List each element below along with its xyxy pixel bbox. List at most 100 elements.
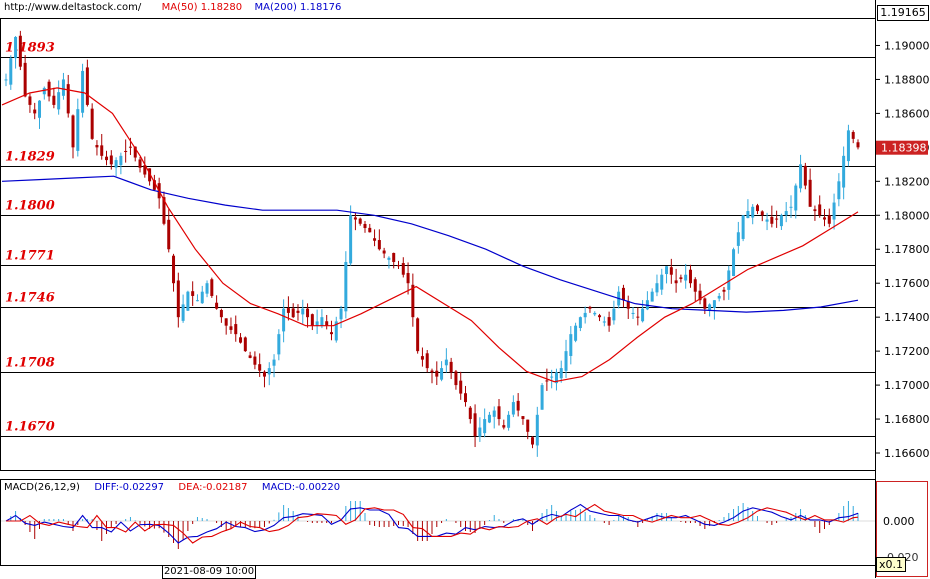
- candle-body: [679, 277, 683, 279]
- candle-body: [81, 70, 85, 113]
- candle-body: [636, 316, 640, 318]
- candle-body: [420, 356, 424, 360]
- source-url[interactable]: http://www.deltastock.com/: [4, 2, 142, 13]
- candle-body: [167, 219, 171, 250]
- candle-body: [396, 264, 400, 267]
- candle-body: [751, 206, 755, 218]
- ma200-label: MA(200): [254, 2, 297, 13]
- candle-body: [444, 359, 448, 366]
- candle-body: [626, 301, 630, 309]
- candle-body: [277, 334, 281, 355]
- candle-body: [789, 206, 793, 208]
- candle-body: [291, 308, 295, 318]
- candle-body: [665, 266, 669, 275]
- ma50-line: [1, 87, 859, 383]
- macd-title: MACD(26,12,9): [4, 482, 80, 493]
- price-panel-frame: [0, 18, 876, 471]
- candle-body: [186, 291, 190, 311]
- candle-body: [349, 215, 353, 264]
- candle-body: [712, 300, 716, 308]
- candle-body: [33, 109, 37, 114]
- candle-body: [641, 308, 645, 322]
- candle-body: [688, 269, 692, 284]
- candle-body: [655, 283, 659, 293]
- candle-body: [832, 202, 836, 220]
- cursor-date-label: 2021-08-09 10:00: [162, 565, 256, 579]
- ma200-line: [1, 175, 859, 313]
- candle-body: [435, 370, 439, 377]
- candle-body: [473, 413, 477, 437]
- y-tick-label: 1.17400: [884, 311, 930, 324]
- level-label: 1.1771: [5, 249, 55, 264]
- candle-body: [267, 368, 271, 375]
- candle-body: [703, 298, 707, 309]
- candle-body: [468, 407, 472, 420]
- header-bar: http://www.deltastock.com/ MA(50) 1.1828…: [4, 2, 341, 13]
- candle-body: [813, 209, 817, 212]
- candle-body: [377, 240, 381, 250]
- candle-body: [42, 87, 46, 95]
- top-price-box: 1.19165: [877, 5, 929, 21]
- dea-label: DEA:: [178, 482, 203, 493]
- candle-body: [454, 371, 458, 386]
- candle-body: [320, 317, 324, 327]
- candle-body: [128, 146, 132, 148]
- candle-body: [550, 376, 554, 378]
- candle-body: [95, 145, 99, 148]
- candle-body: [401, 263, 405, 275]
- candle-body: [755, 205, 759, 212]
- candle-body: [14, 36, 18, 59]
- candle-body: [492, 410, 496, 417]
- candle-body: [650, 291, 654, 302]
- candle-body: [124, 150, 128, 152]
- candle-body: [526, 419, 530, 432]
- candle-body: [219, 309, 223, 318]
- candle-body: [818, 204, 822, 216]
- candle-body: [531, 437, 535, 445]
- candle-body: [200, 291, 204, 304]
- candle-body: [593, 312, 597, 315]
- candle-body: [4, 79, 8, 81]
- candle-body: [133, 146, 137, 158]
- candle-body: [195, 300, 199, 302]
- candle-body: [258, 364, 262, 371]
- candle-body: [598, 315, 602, 318]
- macd-header: MACD(26,12,9) DIFF:-0.02297 DEA:-0.02187…: [4, 482, 340, 493]
- macd-scale-box[interactable]: [876, 481, 928, 577]
- candle-body: [23, 62, 27, 97]
- dea-value: -0.02187: [202, 482, 248, 493]
- candle-body: [306, 308, 310, 318]
- zoom-button[interactable]: x0.1: [876, 557, 907, 572]
- candle-body: [487, 414, 491, 423]
- candle-body: [406, 272, 410, 284]
- candle-body: [100, 145, 104, 156]
- candle-body: [286, 308, 290, 313]
- y-tick-label: 1.16600: [884, 447, 930, 460]
- candle-body: [262, 371, 266, 377]
- candle-body: [440, 368, 444, 380]
- candle-body: [105, 156, 109, 161]
- candle-body: [382, 250, 386, 254]
- y-tick-label: 1.19000: [884, 39, 930, 52]
- candle-body: [837, 181, 841, 200]
- candle-body: [746, 211, 750, 219]
- candle-body: [248, 355, 252, 358]
- candle-body: [727, 270, 731, 290]
- candle-body: [205, 283, 209, 294]
- candle-body: [181, 304, 185, 321]
- candle-body: [18, 35, 22, 67]
- candle-body: [827, 215, 831, 224]
- candle-body: [583, 312, 587, 318]
- candle-body: [693, 279, 697, 292]
- level-label: 1.1746: [5, 291, 55, 306]
- candle-body: [411, 284, 415, 318]
- candle-body: [425, 353, 429, 369]
- candle-body: [373, 238, 377, 241]
- diff-label: DIFF:: [94, 482, 120, 493]
- candle-body: [770, 216, 774, 224]
- candle-body: [545, 380, 549, 382]
- current-price-label: 1.18398: [881, 142, 927, 155]
- candle-body: [722, 289, 726, 292]
- level-label: 1.1708: [5, 356, 55, 371]
